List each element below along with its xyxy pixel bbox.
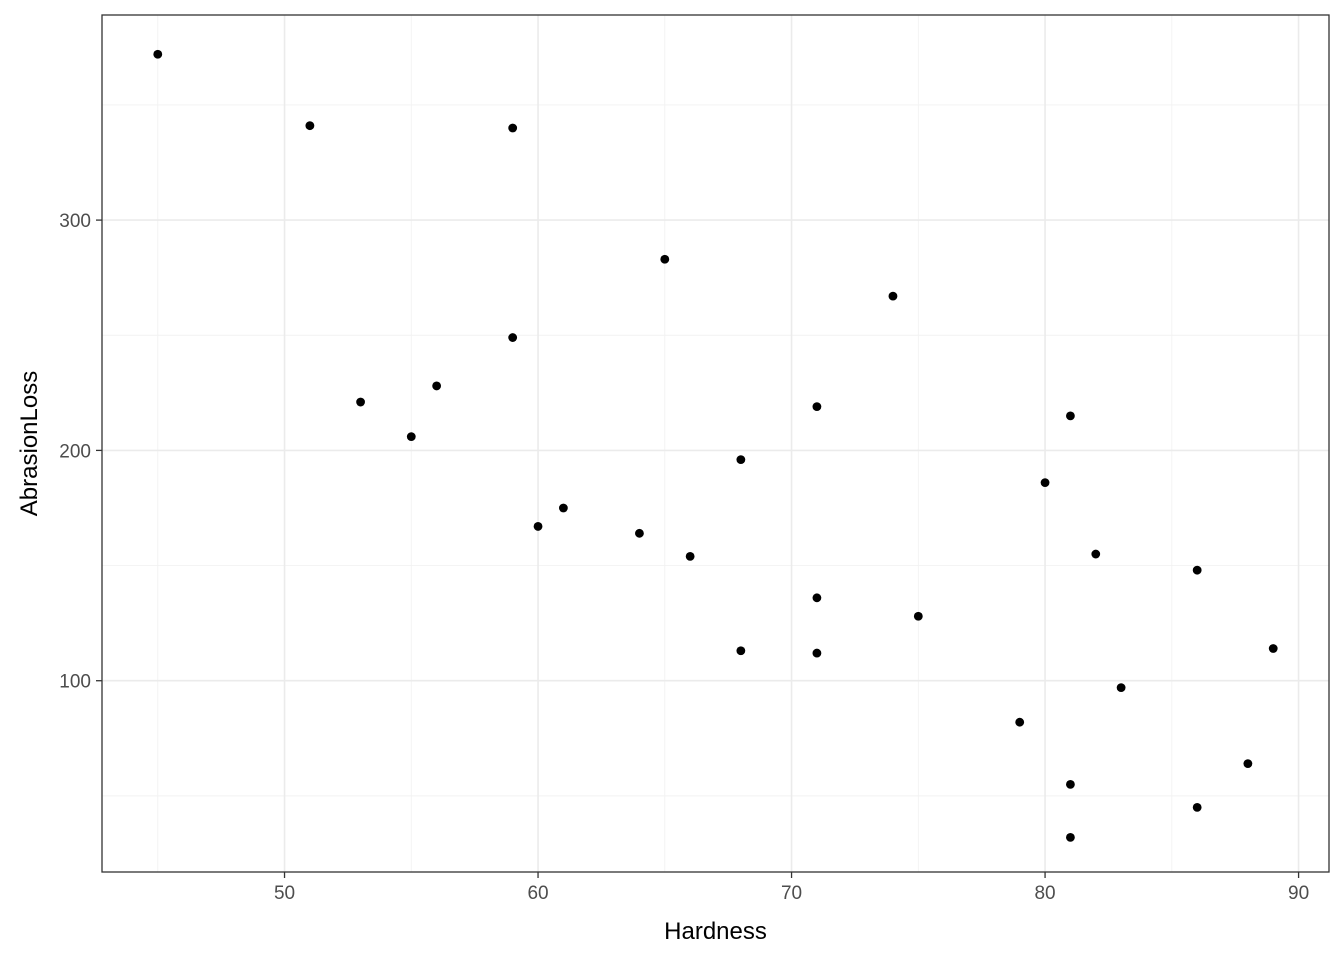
data-point — [1040, 478, 1050, 488]
data-point — [1091, 549, 1101, 559]
data-point — [305, 121, 315, 131]
major-gridlines — [102, 15, 1329, 872]
data-point — [1243, 759, 1253, 769]
data-point — [888, 291, 898, 301]
data-point — [406, 432, 416, 441]
data-point — [812, 593, 822, 603]
y-tick-label: 300 — [59, 211, 91, 232]
data-points — [153, 49, 1278, 842]
data-point — [1116, 683, 1126, 693]
y-tick-label: 200 — [59, 441, 91, 462]
data-point — [508, 123, 518, 133]
data-point — [533, 522, 543, 531]
x-tick-label: 50 — [274, 883, 295, 904]
data-point — [685, 551, 695, 561]
data-point — [356, 397, 365, 407]
data-point — [153, 49, 163, 59]
x-tick-label: 70 — [781, 883, 802, 904]
data-point — [1066, 832, 1075, 842]
minor-gridlines — [102, 15, 1329, 872]
data-point — [1192, 565, 1202, 575]
y-tick-label: 100 — [59, 672, 91, 693]
data-point — [635, 528, 644, 538]
x-tick-label: 60 — [527, 883, 548, 904]
y-axis: 100 200 300 — [59, 211, 102, 693]
data-point — [913, 611, 923, 621]
data-point — [812, 648, 822, 658]
x-axis-title: Hardness — [664, 918, 767, 945]
data-point — [1066, 411, 1075, 421]
y-axis-title: AbrasionLoss — [16, 371, 43, 516]
data-point — [736, 455, 746, 465]
data-point — [1066, 779, 1075, 789]
data-point — [508, 333, 518, 342]
data-point — [1268, 644, 1278, 653]
data-point — [812, 402, 822, 412]
panel-border — [101, 14, 1330, 873]
data-point — [558, 503, 568, 513]
x-tick-label: 80 — [1034, 883, 1055, 904]
data-point — [1192, 802, 1202, 812]
data-point — [660, 254, 670, 264]
data-point — [1015, 717, 1025, 727]
x-tick-label: 90 — [1288, 883, 1309, 904]
data-point — [432, 381, 442, 391]
data-point — [736, 646, 746, 656]
x-axis: 50 60 70 80 90 — [274, 872, 1309, 904]
